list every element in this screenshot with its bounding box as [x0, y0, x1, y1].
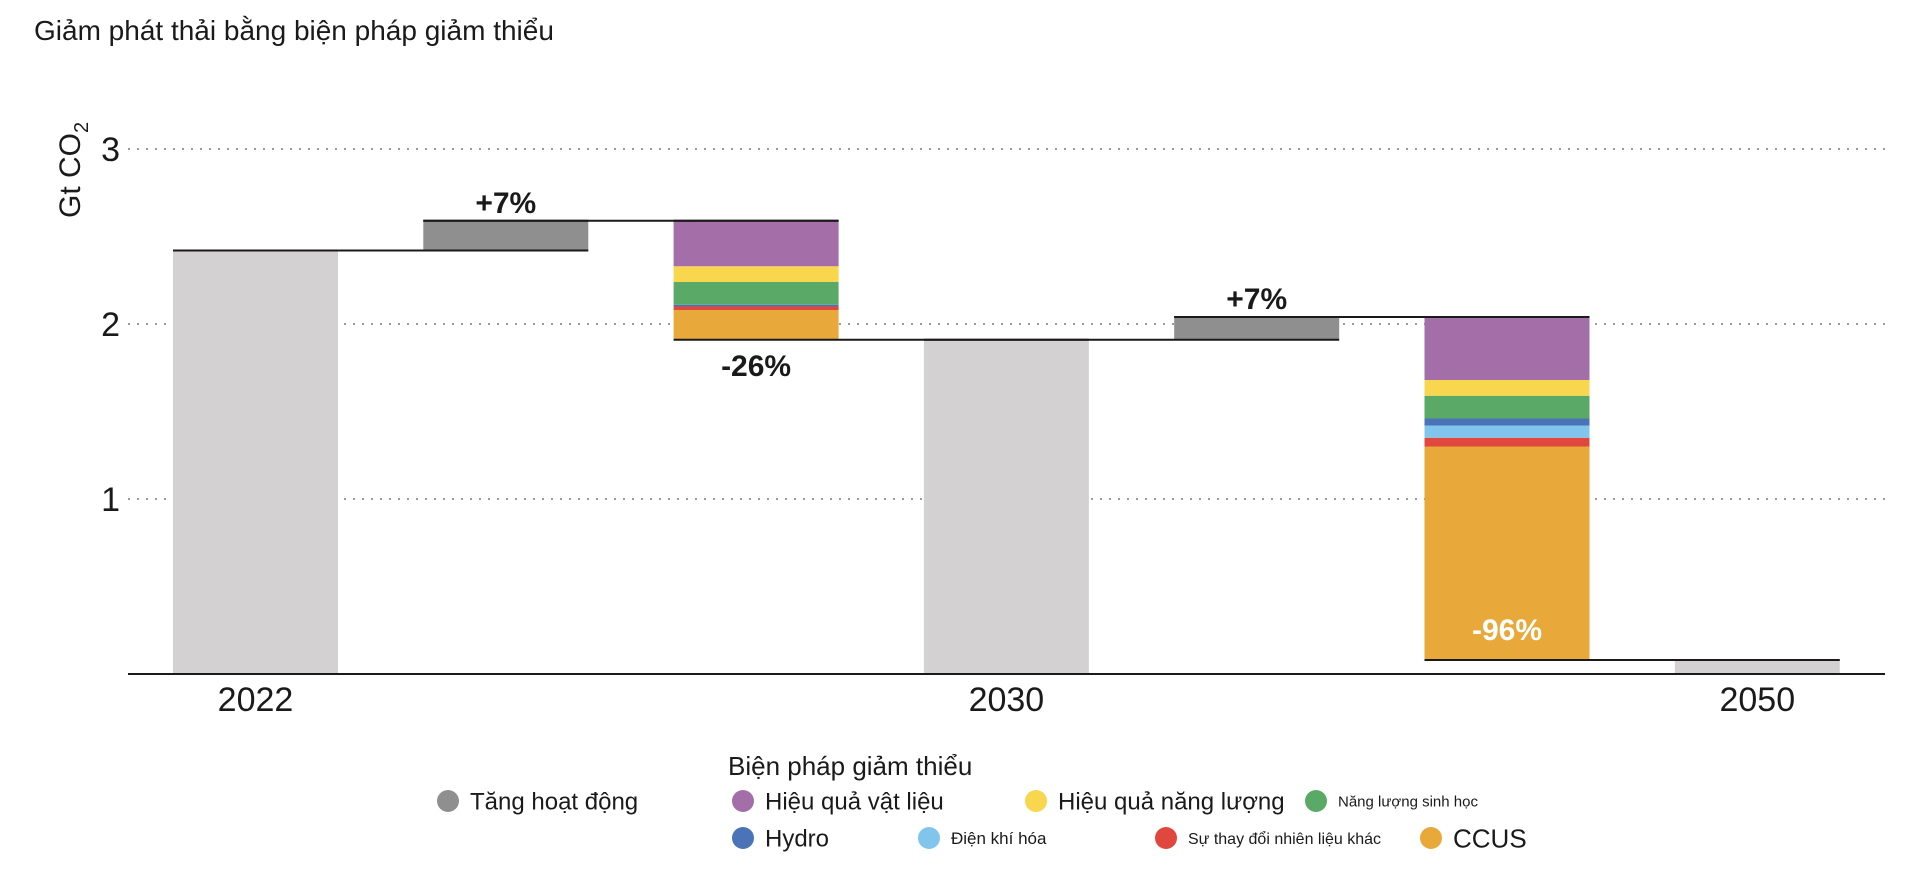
segment-hieu-qua-vat-lieu [1424, 317, 1590, 380]
segment-su-thay-doi-nhien-lieu-khac [1424, 437, 1590, 447]
chart-title: Giảm phát thải bằng biện pháp giảm thiểu [34, 15, 554, 46]
total-bar-2030 [923, 339, 1089, 674]
x-categories: 2022 2030 2050 [218, 681, 1795, 719]
segment-nang-luong-sinh-hoc [1424, 395, 1590, 419]
legend-label-ccus: CCUS [1453, 823, 1527, 853]
segment-ccus [673, 310, 839, 340]
segment-su-thay-doi-nhien-lieu-khac [673, 306, 839, 310]
legend-label-su-thay-doi-nhien-lieu-khac: Sự thay đổi nhiên liệu khác [1188, 830, 1381, 848]
y-tick-label: 2 [101, 306, 120, 344]
legend-label-tang-hoat-dong: Tăng hoạt động [470, 789, 638, 816]
legend-swatch-hydro [732, 827, 754, 849]
increase-bar [1174, 317, 1340, 340]
segment-dien-khi-hoa [1424, 425, 1590, 438]
labels-layer: +7% -26% +7% -96% [475, 187, 1542, 647]
x-category-label: 2030 [969, 681, 1045, 719]
x-category-label: 2050 [1719, 681, 1795, 719]
y-tick-label: 3 [101, 131, 120, 169]
legend-label-dien-khi-hoa: Điện khí hóa [951, 829, 1047, 848]
segment-hydro [1424, 418, 1590, 426]
y-axis-label-main: Gt CO [54, 133, 87, 218]
segment-hydro [673, 304, 839, 307]
y-ticks: 1 2 3 [101, 131, 120, 519]
segment-hieu-qua-nang-luong [673, 266, 839, 282]
change-label: +7% [1226, 283, 1287, 316]
increase-bar [423, 220, 589, 251]
legend-swatch-dien-khi-hoa [918, 827, 940, 849]
segment-hieu-qua-nang-luong [1424, 380, 1590, 396]
legend-label-hieu-qua-vat-lieu: Hiệu quả vật liệu [765, 789, 944, 816]
change-label: +7% [475, 187, 536, 220]
legend-swatch-su-thay-doi-nhien-lieu-khac [1155, 827, 1177, 849]
legend-swatch-hieu-qua-vat-lieu [732, 790, 754, 812]
segment-ccus [1424, 446, 1590, 660]
segment-hieu-qua-vat-lieu [673, 220, 839, 267]
bars-layer [173, 220, 1840, 674]
y-axis-label: Gt CO2 [54, 122, 93, 218]
segment-nang-luong-sinh-hoc [673, 282, 839, 305]
total-bar-2050 [1674, 660, 1840, 674]
connectors-layer [173, 219, 1840, 661]
legend-title: Biện pháp giảm thiểu [728, 751, 972, 781]
total-bar-2022 [173, 250, 338, 674]
y-tick-label: 1 [101, 481, 120, 519]
change-label: -96% [1472, 614, 1542, 647]
legend-swatch-hieu-qua-nang-luong [1025, 790, 1047, 812]
change-label: -26% [721, 350, 791, 383]
legend-swatch-tang-hoat-dong [437, 790, 459, 812]
legend: Tăng hoạt động Hiệu quả vật liệu Hiệu quả … [437, 789, 1527, 853]
legend-label-nang-luong-sinh-hoc: Năng lượng sinh học [1338, 793, 1478, 810]
x-category-label: 2022 [218, 681, 294, 719]
legend-swatch-nang-luong-sinh-hoc [1305, 790, 1327, 812]
legend-label-hydro: Hydro [765, 826, 829, 853]
y-axis-label-subscript: 2 [71, 122, 93, 133]
legend-swatch-ccus [1420, 827, 1442, 849]
legend-label-hieu-qua-nang-luong: Hiệu quả năng lượng [1058, 789, 1285, 816]
